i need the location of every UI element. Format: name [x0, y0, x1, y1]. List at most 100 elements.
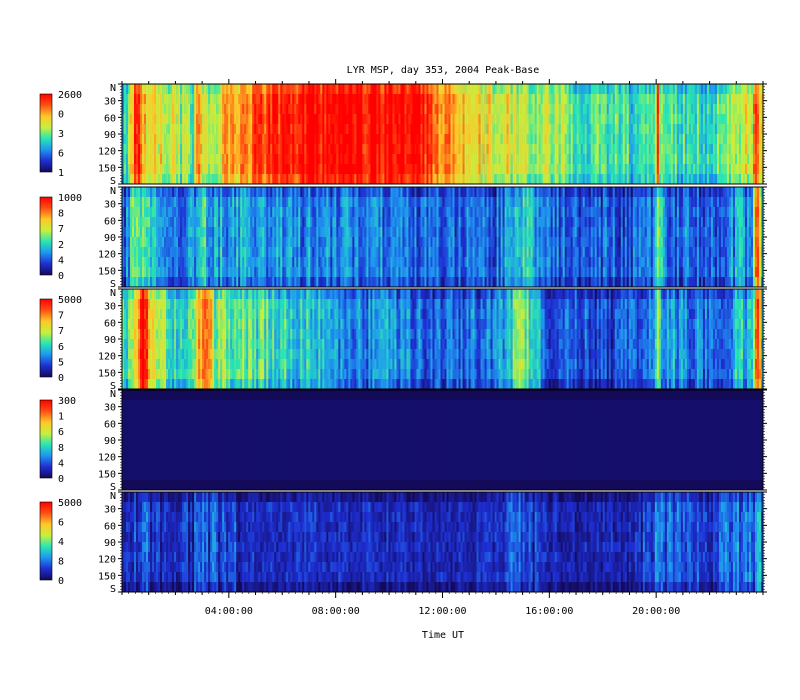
heat-cell — [583, 124, 585, 134]
heat-cell — [376, 217, 378, 227]
heat-cell — [449, 257, 451, 267]
heat-cell — [316, 257, 318, 267]
heat-cell — [479, 114, 481, 124]
heat-cell — [711, 144, 713, 154]
heat-cell — [553, 164, 555, 174]
heat-cell — [152, 227, 154, 237]
heat-cell — [242, 154, 244, 164]
heat-cell — [214, 164, 216, 174]
heat-cell — [352, 257, 354, 267]
heat-cell — [422, 187, 424, 197]
heat-cell — [685, 114, 687, 124]
heat-cell — [256, 197, 258, 207]
heat-cell — [268, 134, 270, 144]
heat-cell — [238, 134, 240, 144]
heat-cell — [140, 237, 142, 247]
heat-cell — [294, 267, 296, 277]
heat-cell — [228, 84, 230, 94]
heat-cell — [400, 217, 402, 227]
heat-cell — [346, 257, 348, 267]
heat-cell — [461, 124, 463, 134]
heat-cell — [477, 104, 479, 114]
heat-cell — [340, 207, 342, 217]
heat-cell — [326, 154, 328, 164]
heat-cell — [230, 134, 232, 144]
heat-cell — [186, 207, 188, 217]
heat-cell — [370, 217, 372, 227]
heat-cell — [525, 134, 527, 144]
heat-cell — [260, 174, 262, 184]
heat-cell — [651, 144, 653, 154]
heat-cell — [637, 134, 639, 144]
heat-cell — [308, 197, 310, 207]
heat-cell — [356, 207, 358, 217]
heat-cell — [166, 84, 168, 94]
heat-cell — [549, 164, 551, 174]
heat-cell — [322, 207, 324, 217]
heat-cell — [400, 267, 402, 277]
heat-cell — [324, 114, 326, 124]
heat-cell — [144, 154, 146, 164]
heat-cell — [451, 267, 453, 277]
heat-cell — [290, 207, 292, 217]
heat-cell — [639, 144, 641, 154]
heat-cell — [358, 164, 360, 174]
heat-cell — [146, 277, 148, 287]
heat-cell — [441, 94, 443, 104]
heat-cell — [543, 124, 545, 134]
heat-cell — [717, 174, 719, 184]
heat-cell — [162, 257, 164, 267]
heat-cell — [503, 154, 505, 164]
heat-cell — [396, 124, 398, 134]
heat-cell — [420, 187, 422, 197]
heat-cell — [579, 104, 581, 114]
heat-cell — [150, 227, 152, 237]
heat-cell — [292, 144, 294, 154]
heat-cell — [258, 174, 260, 184]
heat-cell — [643, 134, 645, 144]
heat-cell — [400, 207, 402, 217]
heat-cell — [410, 267, 412, 277]
heat-cell — [254, 257, 256, 267]
heat-cell — [404, 174, 406, 184]
heat-cell — [354, 174, 356, 184]
heat-cell — [322, 187, 324, 197]
heat-cell — [463, 144, 465, 154]
heat-cell — [531, 124, 533, 134]
heat-cell — [132, 197, 134, 207]
heat-cell — [360, 174, 362, 184]
heat-cell — [545, 84, 547, 94]
heat-cell — [461, 84, 463, 94]
heat-cell — [459, 277, 461, 287]
heat-cell — [649, 114, 651, 124]
heat-cell — [270, 104, 272, 114]
heat-cell — [290, 154, 292, 164]
heat-cell — [547, 94, 549, 104]
heat-cell — [200, 144, 202, 154]
heat-cell — [200, 217, 202, 227]
heat-cell — [563, 174, 565, 184]
heat-cell — [609, 164, 611, 174]
heat-cell — [288, 84, 290, 94]
heat-cell — [366, 217, 368, 227]
heat-cell — [392, 114, 394, 124]
heat-cell — [328, 104, 330, 114]
heat-cell — [224, 114, 226, 124]
heat-cell — [673, 174, 675, 184]
heat-cell — [350, 144, 352, 154]
heat-cell — [172, 227, 174, 237]
heat-cell — [348, 267, 350, 277]
heat-cell — [172, 164, 174, 174]
heat-cell — [430, 277, 432, 287]
heat-cell — [453, 144, 455, 154]
heat-cell — [497, 174, 499, 184]
heat-cell — [589, 124, 591, 134]
heat-cell — [713, 154, 715, 164]
heat-cell — [577, 104, 579, 114]
heat-cell — [158, 257, 160, 267]
heat-cell — [258, 124, 260, 134]
heat-cell — [368, 187, 370, 197]
heat-cell — [352, 124, 354, 134]
heat-cell — [322, 94, 324, 104]
heat-cell — [441, 277, 443, 287]
